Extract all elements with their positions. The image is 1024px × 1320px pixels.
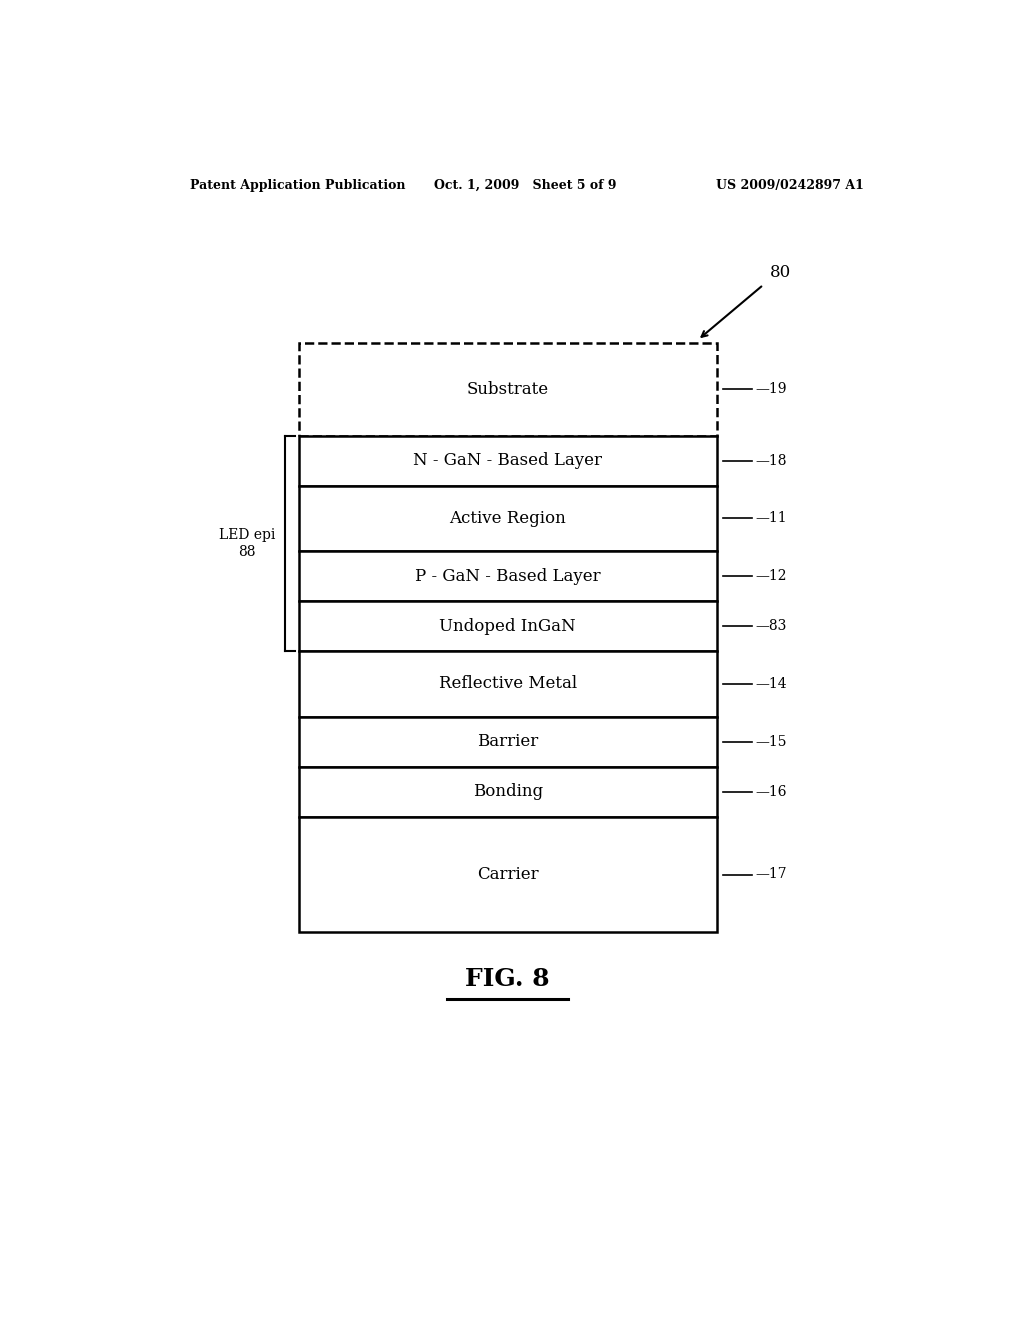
Bar bbox=[299, 552, 717, 601]
Text: Reflective Metal: Reflective Metal bbox=[438, 676, 577, 693]
Text: Patent Application Publication: Patent Application Publication bbox=[190, 178, 406, 191]
Text: —14: —14 bbox=[756, 677, 787, 690]
Bar bbox=[299, 343, 717, 436]
Text: —19: —19 bbox=[756, 383, 787, 396]
Text: FIG. 8: FIG. 8 bbox=[466, 966, 550, 991]
Text: P - GaN - Based Layer: P - GaN - Based Layer bbox=[415, 568, 600, 585]
Text: Substrate: Substrate bbox=[467, 381, 549, 397]
Text: —17: —17 bbox=[756, 867, 787, 882]
Text: —83: —83 bbox=[756, 619, 787, 634]
Text: Active Region: Active Region bbox=[450, 510, 566, 527]
Bar bbox=[299, 436, 717, 486]
Text: —12: —12 bbox=[756, 569, 787, 583]
Bar bbox=[299, 651, 717, 717]
Bar bbox=[299, 717, 717, 767]
Text: Undoped InGaN: Undoped InGaN bbox=[439, 618, 577, 635]
Text: —15: —15 bbox=[756, 735, 787, 748]
Bar bbox=[299, 601, 717, 651]
Bar bbox=[299, 486, 717, 552]
Text: —18: —18 bbox=[756, 454, 787, 467]
Text: Oct. 1, 2009   Sheet 5 of 9: Oct. 1, 2009 Sheet 5 of 9 bbox=[433, 178, 616, 191]
Text: Barrier: Barrier bbox=[477, 733, 539, 750]
Text: LED epi
88: LED epi 88 bbox=[219, 528, 275, 558]
Text: Carrier: Carrier bbox=[477, 866, 539, 883]
Text: N - GaN - Based Layer: N - GaN - Based Layer bbox=[414, 453, 602, 469]
Text: —16: —16 bbox=[756, 784, 787, 799]
Text: US 2009/0242897 A1: US 2009/0242897 A1 bbox=[717, 178, 864, 191]
Text: —11: —11 bbox=[756, 511, 787, 525]
Text: 80: 80 bbox=[770, 264, 791, 281]
Bar bbox=[299, 767, 717, 817]
Text: Bonding: Bonding bbox=[473, 783, 543, 800]
Bar bbox=[299, 817, 717, 932]
